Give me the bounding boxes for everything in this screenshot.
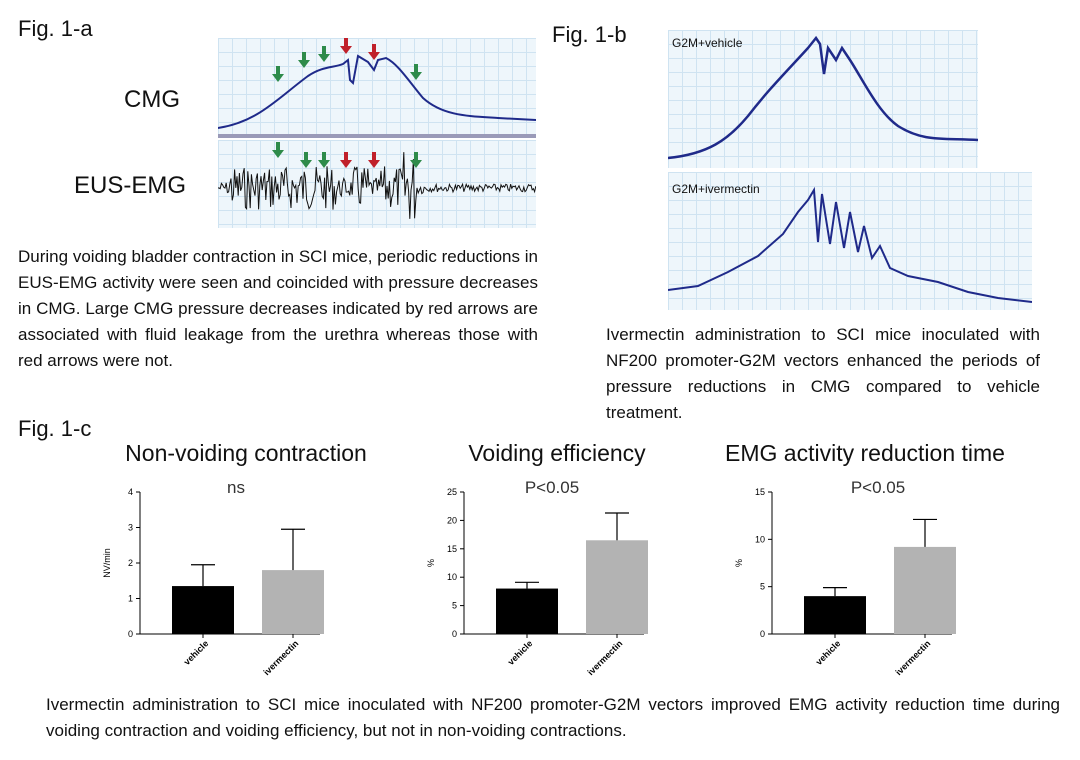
ivermectin-trace-panel: G2M+ivermectin xyxy=(667,172,1033,310)
ivermectin-trace xyxy=(667,186,1033,303)
vehicle-trace-panel: G2M+vehicle xyxy=(667,30,979,168)
bar-ivermectin xyxy=(262,570,324,634)
chart-1-title: Non-voiding contraction xyxy=(125,440,367,466)
green-arrow-icon xyxy=(318,46,330,62)
y-tick-label: 0 xyxy=(128,629,133,639)
y-tick-label: 0 xyxy=(452,629,457,639)
y-axis-label: % xyxy=(734,559,744,567)
red-arrow-icon xyxy=(340,152,352,168)
x-tick-label: ivermectin xyxy=(894,638,933,677)
y-tick-label: 15 xyxy=(447,544,457,554)
eus-emg-label: EUS-EMG xyxy=(74,172,187,199)
cmg-label: CMG xyxy=(124,86,180,113)
fig-1b-label: Fig. 1-b xyxy=(552,22,627,47)
green-arrow-icon xyxy=(318,152,330,168)
green-arrow-icon xyxy=(410,152,422,168)
y-tick-label: 1 xyxy=(128,594,133,604)
fig-1a-arrows xyxy=(272,38,422,168)
red-arrow-icon xyxy=(368,44,380,60)
green-arrow-icon xyxy=(272,142,284,158)
x-tick-label: vehicle xyxy=(182,638,211,667)
chart-2-stat: P<0.05 xyxy=(524,478,580,497)
chart-2-title: Voiding efficiency xyxy=(468,440,646,466)
fig-1a-label: Fig. 1-a xyxy=(18,16,93,41)
x-tick-label: ivermectin xyxy=(586,638,625,677)
bar-vehicle xyxy=(172,586,234,634)
y-tick-label: 2 xyxy=(128,558,133,568)
green-arrow-icon xyxy=(298,52,310,68)
green-arrow-icon xyxy=(272,66,284,82)
bar-vehicle xyxy=(496,588,558,634)
fig-1b-caption: Ivermectin administration to SCI mice in… xyxy=(606,325,1040,422)
red-arrow-icon xyxy=(368,152,380,168)
y-axis-label: % xyxy=(426,559,436,567)
y-tick-label: 20 xyxy=(447,515,457,525)
y-tick-label: 10 xyxy=(755,534,765,544)
y-tick-label: 25 xyxy=(447,487,457,497)
y-tick-label: 0 xyxy=(760,629,765,639)
bar-vehicle xyxy=(804,596,866,634)
y-tick-label: 5 xyxy=(760,582,765,592)
vehicle-trace xyxy=(667,35,979,160)
chart-3-title: EMG activity reduction time xyxy=(725,440,1005,466)
ivermectin-trace-label: G2M+ivermectin xyxy=(672,182,760,196)
x-tick-label: vehicle xyxy=(506,638,535,667)
x-tick-label: vehicle xyxy=(814,638,843,667)
y-tick-label: 5 xyxy=(452,601,457,611)
emg-trace-panel xyxy=(217,140,537,228)
fig-1a-caption: During voiding bladder contraction in SC… xyxy=(18,247,538,370)
fig-1c-label: Fig. 1-c xyxy=(18,416,92,441)
chart-3-stat: P<0.05 xyxy=(850,478,906,497)
chart-1-stat: ns xyxy=(227,478,245,497)
x-tick-label: ivermectin xyxy=(262,638,301,677)
y-axis-label: NV/min xyxy=(102,548,112,578)
vehicle-trace-label: G2M+vehicle xyxy=(672,36,743,50)
bar-ivermectin xyxy=(586,540,648,634)
green-arrow-icon xyxy=(410,64,422,80)
chart-non-voiding: 0 1 2 3 4 NV/min vehicle ivermectin xyxy=(102,487,324,677)
bar-ivermectin xyxy=(894,546,956,634)
trace-divider xyxy=(218,134,536,138)
emg-trace xyxy=(217,152,537,219)
fig-1c-caption: Ivermectin administration to SCI mice in… xyxy=(46,695,1060,740)
y-tick-label: 10 xyxy=(447,572,457,582)
y-tick-label: 3 xyxy=(128,523,133,533)
y-tick-label: 15 xyxy=(755,487,765,497)
red-arrow-icon xyxy=(340,38,352,54)
chart-voiding-efficiency: 0 5 10 15 20 25% vehicle ivermectin xyxy=(426,487,648,677)
green-arrow-icon xyxy=(300,152,312,168)
chart-emg-reduction: 0 5 10 15% vehicle ivermectin xyxy=(734,487,956,677)
cmg-trace xyxy=(217,54,537,129)
y-tick-label: 4 xyxy=(128,487,133,497)
